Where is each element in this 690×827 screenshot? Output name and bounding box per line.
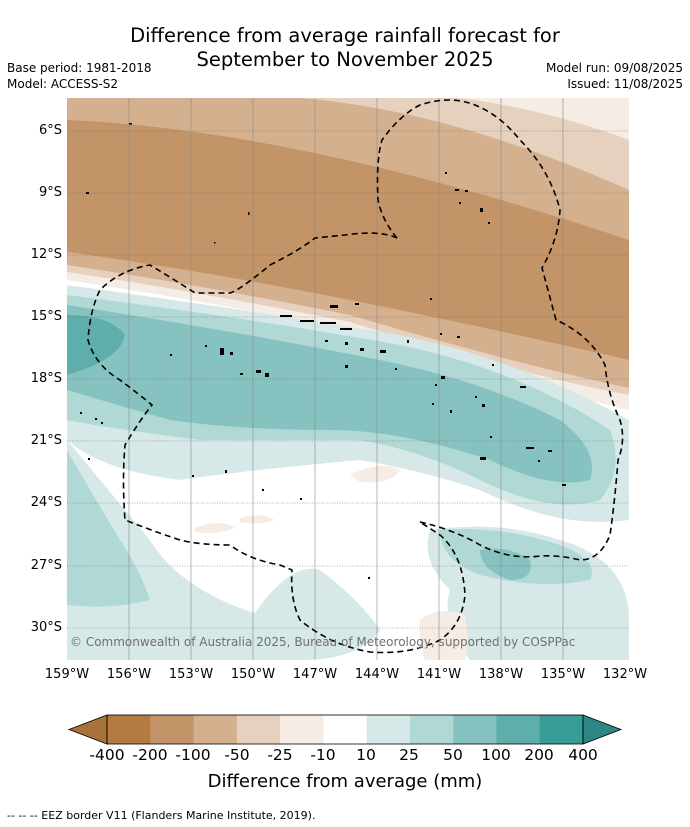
lon-label: 132°W — [602, 667, 648, 682]
eez-legend-footnote: -- -- -- EEZ border V11 (Flanders Marine… — [7, 809, 316, 822]
eez-border-east — [376, 99, 624, 561]
model-name: Model: ACCESS-S2 — [7, 77, 119, 91]
lon-label: 159°W — [44, 667, 90, 682]
base-period: Base period: 1981-2018 — [7, 61, 152, 75]
lat-label: 15°S — [30, 309, 62, 324]
colorbar-cell — [280, 715, 324, 744]
model-run: Model run: 09/08/2025 — [545, 61, 683, 75]
colorbar-title: Difference from average (mm) — [207, 771, 483, 792]
colorbar-arrow-left — [69, 715, 107, 744]
map-plot-area — [67, 98, 629, 660]
colorbar-cell — [366, 715, 411, 744]
lon-label: 147°W — [292, 667, 338, 682]
wet-band-50 — [67, 305, 592, 483]
issued-date: Issued: 11/08/2025 — [567, 77, 683, 91]
colorbar-cell — [150, 715, 195, 744]
colorbar-label: -25 — [267, 746, 293, 764]
colorbar-arrow-right — [583, 715, 621, 744]
lon-label: 138°W — [478, 667, 524, 682]
lon-label: 156°W — [106, 667, 152, 682]
title-line-1: Difference from average rainfall forecas… — [130, 24, 560, 47]
colorbar-label: 10 — [356, 746, 376, 764]
colorbar-label: -10 — [310, 746, 336, 764]
dry-patch-3 — [240, 515, 275, 524]
colorbar-label: 100 — [481, 746, 511, 764]
colorbar-cell — [539, 715, 584, 744]
islands — [80, 123, 566, 579]
lon-label: 135°W — [540, 667, 586, 682]
lon-label: 150°W — [230, 667, 276, 682]
colorbar-label: 50 — [443, 746, 463, 764]
meta-left: Base period: 1981-2018 Model: ACCESS-S2 — [7, 60, 152, 92]
colorbar-label: 400 — [568, 746, 598, 764]
colorbar-cell — [107, 715, 151, 744]
colorbar-label: -200 — [132, 746, 168, 764]
lat-label: 9°S — [38, 185, 62, 200]
lon-label: 141°W — [416, 667, 462, 682]
wet-band-100 — [67, 315, 125, 375]
dry-patch-1 — [350, 466, 400, 483]
colorbar-cell — [236, 715, 281, 744]
colorbar-cell — [193, 715, 238, 744]
lat-label: 6°S — [38, 123, 62, 138]
colorbar-cell — [496, 715, 541, 744]
colorbar-frame-right — [582, 714, 623, 745]
colorbar-frame-left — [67, 714, 108, 745]
colorbar-label: -100 — [175, 746, 211, 764]
latitude-lines — [67, 130, 629, 629]
dry-band-100 — [67, 120, 629, 360]
colorbar-label: 200 — [524, 746, 554, 764]
colorbar-label: 25 — [399, 746, 419, 764]
colorbar-cell — [323, 715, 368, 744]
colorbar-cell — [409, 715, 454, 744]
lon-label: 144°W — [354, 667, 400, 682]
colorbar-label: -50 — [224, 746, 250, 764]
lat-label: 27°S — [30, 558, 62, 573]
eez-border-main — [87, 232, 466, 654]
lat-label: 30°S — [30, 620, 62, 635]
copyright-text: © Commonwealth of Australia 2025, Bureau… — [70, 635, 576, 649]
lat-label: 12°S — [30, 247, 62, 262]
title: Difference from average rainfall forecas… — [0, 24, 690, 72]
dry-patch-2 — [195, 523, 235, 534]
colorbar-cell — [453, 715, 497, 744]
lat-label: 18°S — [30, 371, 62, 386]
lon-label: 153°W — [168, 667, 214, 682]
colorbar-cells — [69, 715, 621, 744]
lat-label: 21°S — [30, 433, 62, 448]
meta-right: Model run: 09/08/2025 Issued: 11/08/2025 — [546, 60, 683, 92]
lat-label: 24°S — [30, 495, 62, 510]
dry-patch-4 — [419, 611, 468, 660]
colorbar-label: -400 — [89, 746, 125, 764]
title-line-2: September to November 2025 — [196, 48, 494, 71]
